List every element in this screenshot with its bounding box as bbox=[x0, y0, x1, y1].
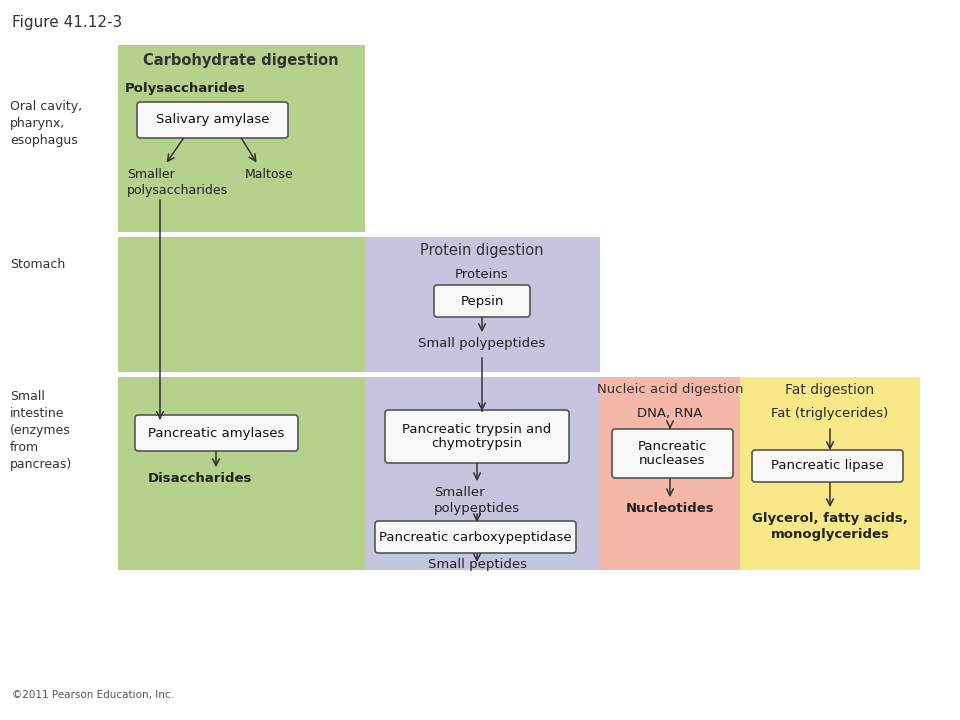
Bar bbox=[118, 372, 920, 377]
FancyBboxPatch shape bbox=[375, 521, 576, 553]
Text: Pancreatic
nucleases: Pancreatic nucleases bbox=[637, 439, 708, 467]
Bar bbox=[365, 235, 600, 570]
Bar bbox=[118, 45, 365, 570]
Text: Nucleic acid digestion: Nucleic acid digestion bbox=[597, 384, 743, 397]
Text: Polysaccharides: Polysaccharides bbox=[125, 82, 246, 95]
Text: Small
intestine
(enzymes
from
pancreas): Small intestine (enzymes from pancreas) bbox=[10, 390, 72, 471]
FancyBboxPatch shape bbox=[137, 102, 288, 138]
FancyBboxPatch shape bbox=[135, 415, 298, 451]
Text: Salivary amylase: Salivary amylase bbox=[156, 114, 269, 127]
Text: Pancreatic amylases: Pancreatic amylases bbox=[148, 426, 285, 439]
Text: Maltose: Maltose bbox=[245, 168, 294, 181]
Text: Disaccharides: Disaccharides bbox=[148, 472, 252, 485]
Text: Figure 41.12-3: Figure 41.12-3 bbox=[12, 15, 122, 30]
Bar bbox=[118, 232, 600, 237]
FancyBboxPatch shape bbox=[752, 450, 903, 482]
Text: Fat digestion: Fat digestion bbox=[785, 383, 875, 397]
Text: ©2011 Pearson Education, Inc.: ©2011 Pearson Education, Inc. bbox=[12, 690, 174, 700]
Bar bbox=[118, 45, 365, 77]
Text: Pancreatic trypsin and
chymotrypsin: Pancreatic trypsin and chymotrypsin bbox=[402, 423, 552, 451]
Text: Proteins: Proteins bbox=[455, 268, 509, 281]
Text: Carbohydrate digestion: Carbohydrate digestion bbox=[143, 53, 339, 68]
Text: Oral cavity,
pharynx,
esophagus: Oral cavity, pharynx, esophagus bbox=[10, 100, 83, 147]
Text: Fat (triglycerides): Fat (triglycerides) bbox=[772, 407, 889, 420]
FancyBboxPatch shape bbox=[385, 410, 569, 463]
Text: DNA, RNA: DNA, RNA bbox=[637, 407, 703, 420]
Text: Smaller
polypeptides: Smaller polypeptides bbox=[434, 486, 520, 515]
Bar bbox=[740, 375, 920, 570]
Bar bbox=[600, 375, 740, 570]
Text: Nucleotides: Nucleotides bbox=[626, 502, 714, 515]
Text: Glycerol, fatty acids,
monoglycerides: Glycerol, fatty acids, monoglycerides bbox=[752, 512, 908, 541]
Text: Pancreatic lipase: Pancreatic lipase bbox=[771, 459, 884, 472]
Text: Pepsin: Pepsin bbox=[460, 294, 504, 307]
Text: Stomach: Stomach bbox=[10, 258, 65, 271]
Text: Protein digestion: Protein digestion bbox=[420, 243, 543, 258]
Text: Small peptides: Small peptides bbox=[427, 558, 526, 571]
Text: Smaller
polysaccharides: Smaller polysaccharides bbox=[127, 168, 228, 197]
Text: Small polypeptides: Small polypeptides bbox=[419, 337, 545, 350]
Text: Pancreatic carboxypeptidase: Pancreatic carboxypeptidase bbox=[379, 531, 572, 544]
FancyBboxPatch shape bbox=[612, 429, 733, 478]
FancyBboxPatch shape bbox=[434, 285, 530, 317]
